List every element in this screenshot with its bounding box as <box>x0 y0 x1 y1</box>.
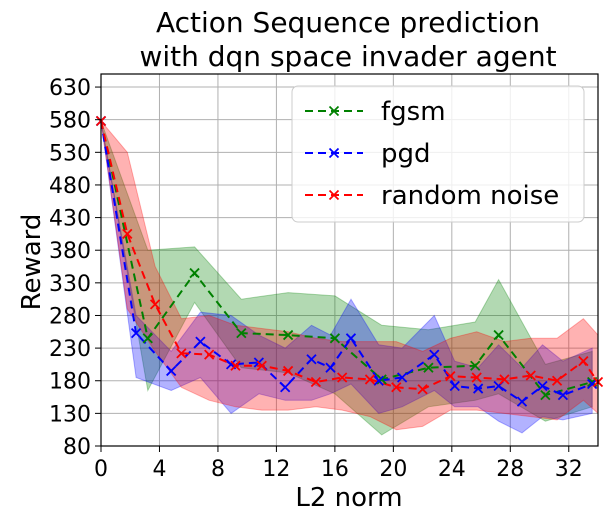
fgsm-point <box>423 362 434 373</box>
series-markers <box>95 115 604 407</box>
y-tick-label: 380 <box>49 239 91 264</box>
x-axis-ticks: 0 4 8 12 16 20 24 28 32 <box>94 446 583 482</box>
fgsm-point <box>329 333 341 344</box>
pgd-point <box>516 396 528 407</box>
y-tick-label: 130 <box>49 402 91 427</box>
random-noise-point <box>499 374 510 385</box>
legend: fgsm pgd random noise <box>291 85 585 223</box>
pgd-point <box>195 336 206 347</box>
legend-item-pgd: pgd <box>305 139 431 169</box>
fgsm-point <box>142 333 153 344</box>
y-tick-label: 330 <box>49 272 91 297</box>
random-noise-point <box>525 370 536 381</box>
legend-item-fgsm: fgsm <box>305 97 446 127</box>
y-tick-label: 180 <box>49 370 91 395</box>
y-tick-label: 630 <box>49 76 91 101</box>
fgsm-point <box>236 327 247 339</box>
chart-title-line-1: Action Sequence prediction <box>156 6 540 39</box>
random-noise-point <box>337 372 348 383</box>
pgd-point <box>449 380 460 392</box>
random-noise-point <box>471 372 482 383</box>
x-tick-label: 32 <box>555 457 583 482</box>
y-tick-label: 230 <box>49 337 91 362</box>
y-axis-title: Reward <box>17 214 47 311</box>
x-tick-label: 16 <box>321 457 349 482</box>
pgd-point <box>557 389 569 401</box>
random-noise-point <box>122 228 133 240</box>
legend-marker-fgsm <box>328 105 340 117</box>
pgd-point <box>345 333 357 344</box>
x-tick-label: 24 <box>438 457 466 482</box>
random-noise-point <box>417 384 428 395</box>
random-noise-point <box>230 360 241 371</box>
legend-marker-random-noise <box>328 189 340 201</box>
legend-item-random-noise: random noise <box>305 181 559 211</box>
random-noise-line <box>100 120 599 391</box>
fgsm-point <box>470 360 481 371</box>
pgd-point <box>537 380 548 392</box>
legend-label-fgsm: fgsm <box>381 97 446 127</box>
fgsm-point <box>540 389 551 401</box>
random-noise-point <box>176 348 187 359</box>
x-tick-label: 28 <box>496 457 524 482</box>
pgd-point <box>429 349 440 360</box>
chart-title-line-2: with dqn space invader agent <box>139 40 556 73</box>
series-lines <box>100 120 599 403</box>
fgsm-line <box>100 120 593 397</box>
random-noise-point <box>149 299 161 310</box>
random-noise-point <box>578 356 589 367</box>
fgsm-point <box>493 329 504 341</box>
x-axis-title: L2 norm <box>295 483 402 513</box>
random-noise-point <box>391 382 402 393</box>
x-tick-label: 4 <box>152 457 166 482</box>
y-tick-label: 80 <box>63 435 91 460</box>
pgd-line <box>100 120 593 403</box>
fgsm-point <box>376 374 387 385</box>
y-tick-label: 280 <box>49 304 91 329</box>
pgd-point <box>130 327 142 339</box>
y-axis-ticks: 80 130 180 230 280 330 380 430 480 530 580 630 <box>49 76 101 460</box>
random-noise-point <box>445 371 456 382</box>
random-noise-point <box>551 375 563 386</box>
pgd-point <box>166 365 177 377</box>
legend-label-random-noise: random noise <box>381 181 559 211</box>
x-tick-label: 0 <box>94 457 108 482</box>
random-noise-point <box>364 374 376 385</box>
y-tick-label: 530 <box>49 141 91 166</box>
y-tick-label: 430 <box>49 207 91 232</box>
pgd-point <box>373 375 384 386</box>
legend-marker-pgd <box>328 147 340 159</box>
fgsm-band <box>100 120 593 436</box>
pgd-point <box>325 362 336 373</box>
x-tick-label: 12 <box>262 457 290 482</box>
random-noise-point <box>282 365 294 377</box>
pgd-point <box>306 354 317 365</box>
random-noise-point <box>204 349 215 360</box>
random-noise-point <box>256 360 267 371</box>
pgd-point <box>396 372 408 383</box>
legend-box <box>291 85 585 223</box>
y-tick-label: 580 <box>49 109 91 134</box>
fgsm-point <box>282 329 294 341</box>
random-noise-point <box>310 376 322 388</box>
legend-label-pgd: pgd <box>381 139 431 169</box>
x-tick-label: 20 <box>379 457 407 482</box>
pgd-point <box>280 382 291 393</box>
pgd-point <box>587 378 598 390</box>
pgd-point <box>472 383 484 394</box>
fgsm-point <box>189 267 200 279</box>
y-tick-label: 480 <box>49 174 91 199</box>
plot-frame <box>100 73 599 447</box>
x-tick-label: 8 <box>211 457 225 482</box>
